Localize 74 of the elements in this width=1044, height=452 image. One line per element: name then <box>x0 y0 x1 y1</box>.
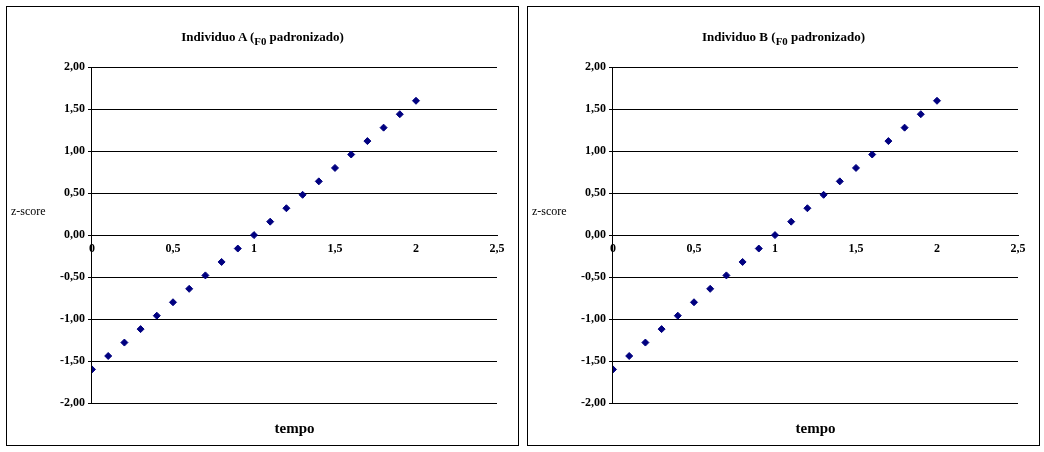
x-tick-label: 2 <box>934 241 940 256</box>
point <box>379 123 388 132</box>
point <box>706 284 715 293</box>
point <box>900 123 909 132</box>
point <box>412 96 420 105</box>
point <box>657 325 666 334</box>
point <box>185 284 194 293</box>
point <box>120 338 129 347</box>
point <box>266 217 275 226</box>
x-axis-title: tempo <box>795 420 836 436</box>
y-tick-label: -1,00 <box>581 311 606 326</box>
y-axis-title: z-score <box>11 204 46 219</box>
point <box>803 204 812 213</box>
y-tick-label: 0,50 <box>64 185 85 200</box>
y-axis-title: z-score <box>532 204 567 219</box>
y-tick-label: -2,00 <box>581 395 606 410</box>
point <box>835 177 844 186</box>
y-tick-label: 1,00 <box>64 143 85 158</box>
x-axis-title: tempo <box>274 420 315 436</box>
point <box>250 231 258 240</box>
point <box>314 177 323 186</box>
point <box>722 271 731 280</box>
point <box>641 338 650 347</box>
point <box>771 231 779 240</box>
point <box>395 110 404 119</box>
point <box>625 351 634 360</box>
x-tick-label: 1 <box>772 241 778 256</box>
point <box>916 110 925 119</box>
point <box>201 271 210 280</box>
point <box>217 257 226 266</box>
point <box>787 217 796 226</box>
point <box>169 298 177 307</box>
x-tick-label: 0,5 <box>686 241 702 256</box>
y-tick-label: -1,50 <box>581 353 606 368</box>
chart-title: Individuo A ($_{F0}$ padronizado) <box>180 29 345 47</box>
y-tick-label: -0,50 <box>581 269 606 284</box>
point <box>347 150 356 159</box>
point <box>884 137 893 146</box>
x-tick-label: 2,5 <box>1010 241 1026 256</box>
point <box>298 190 307 199</box>
y-tick-label: 0,00 <box>585 227 606 242</box>
x-tick-label: 1 <box>251 241 257 256</box>
y-tick-label: -0,50 <box>60 269 85 284</box>
x-tick-label: 1,5 <box>327 241 343 256</box>
y-tick-label: -1,50 <box>60 353 85 368</box>
y-tick-label: -2,00 <box>60 395 85 410</box>
point <box>673 311 682 320</box>
y-tick-label: 2,00 <box>64 59 85 74</box>
point <box>136 325 145 334</box>
point <box>738 257 747 266</box>
point <box>852 163 860 172</box>
point <box>152 311 161 320</box>
y-tick-label: 2,00 <box>585 59 606 74</box>
y-tick-label: -1,00 <box>60 311 85 326</box>
y-tick-label: 1,50 <box>64 101 85 116</box>
chart-title: Individuo B ($_{F0}$ padronizado) <box>700 29 867 47</box>
point <box>331 163 339 172</box>
point <box>754 244 763 253</box>
x-tick-label: 1,5 <box>848 241 864 256</box>
point <box>819 190 828 199</box>
point <box>104 351 113 360</box>
x-tick-label: 2 <box>413 241 419 256</box>
x-tick-label: 0,5 <box>165 241 181 256</box>
point <box>933 96 941 105</box>
y-tick-label: 0,50 <box>585 185 606 200</box>
y-tick-label: 1,50 <box>585 101 606 116</box>
point <box>233 244 242 253</box>
y-tick-label: 0,00 <box>64 227 85 242</box>
y-tick-label: 1,00 <box>585 143 606 158</box>
point <box>282 204 291 213</box>
point <box>690 298 698 307</box>
point <box>868 150 877 159</box>
point <box>363 137 372 146</box>
x-tick-label: 2,5 <box>489 241 505 256</box>
